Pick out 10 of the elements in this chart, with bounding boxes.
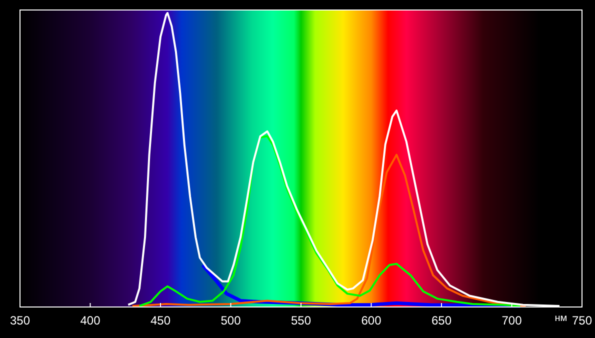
x-tick-label: 400 xyxy=(80,314,101,328)
x-tick-label: 700 xyxy=(502,314,522,328)
x-tick-label: 500 xyxy=(220,314,242,328)
x-tick-label: 750 xyxy=(572,314,592,328)
x-tick-label: 600 xyxy=(361,314,382,328)
x-tick-label: 550 xyxy=(290,314,312,328)
x-tick-label: 350 xyxy=(10,314,30,328)
x-tick-label: 450 xyxy=(150,314,171,328)
x-axis-title: нм xyxy=(554,313,568,324)
x-tick-label: 650 xyxy=(431,314,452,328)
